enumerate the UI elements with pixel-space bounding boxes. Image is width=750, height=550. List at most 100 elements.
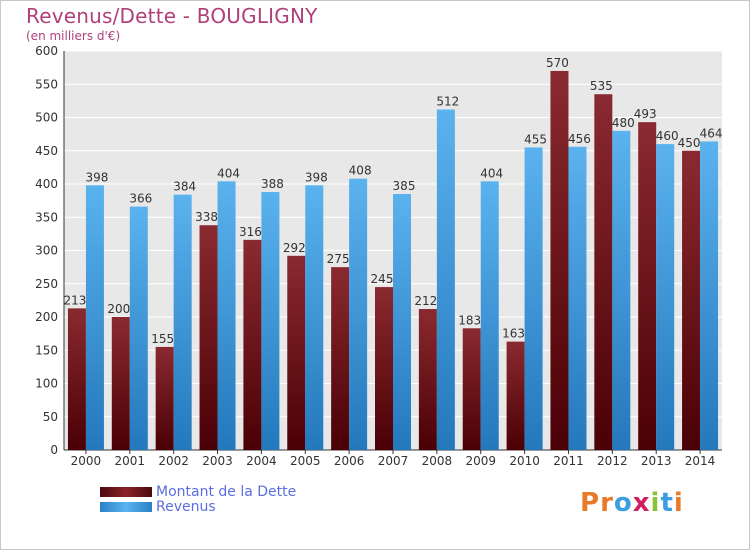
data-label: 200	[107, 302, 130, 316]
data-label: 398	[85, 170, 108, 184]
data-label: 464	[700, 126, 723, 140]
data-label: 388	[261, 177, 284, 191]
bar-revenus	[568, 146, 587, 450]
bar-dette	[462, 328, 481, 450]
data-label: 316	[239, 225, 262, 239]
bar-revenus	[349, 178, 368, 450]
y-tick-label: 600	[35, 44, 58, 58]
bar-revenus	[305, 185, 324, 450]
y-tick-label: 550	[35, 77, 58, 91]
bar-dette	[418, 309, 437, 450]
data-label: 404	[480, 166, 503, 180]
logo-letter: r	[600, 488, 614, 518]
bar-revenus	[261, 191, 280, 451]
data-label: 292	[283, 241, 306, 255]
chart-title: Revenus/Dette - BOUGLIGNY	[26, 4, 318, 28]
x-tick-label: 2002	[158, 454, 189, 468]
data-label: 398	[305, 170, 328, 184]
bar-revenus	[217, 181, 236, 450]
bar-dette	[506, 341, 525, 450]
data-label: 535	[590, 79, 613, 93]
data-label: 245	[371, 272, 394, 286]
data-label: 404	[217, 166, 240, 180]
bar-dette	[67, 308, 86, 450]
proxiti-logo: Proxiti	[580, 488, 684, 518]
data-label: 460	[656, 129, 679, 143]
data-label: 338	[195, 210, 218, 224]
data-label: 408	[349, 164, 372, 178]
data-label: 512	[436, 95, 459, 109]
y-tick-label: 200	[35, 310, 58, 324]
bar-dette	[155, 346, 174, 450]
bar-dette	[287, 255, 306, 450]
y-tick-label: 150	[35, 343, 58, 357]
x-tick-label: 2013	[641, 454, 672, 468]
y-tick-label: 300	[35, 244, 58, 258]
bar-dette	[199, 225, 218, 450]
bar-revenus	[480, 181, 499, 450]
data-label: 155	[151, 332, 174, 346]
logo-letter: P	[580, 488, 601, 518]
x-tick-label: 2007	[378, 454, 409, 468]
legend: Montant de la Dette Revenus	[100, 483, 297, 515]
bar-revenus	[612, 130, 631, 451]
x-tick-label: 2006	[334, 454, 365, 468]
y-tick-label: 400	[35, 177, 58, 191]
x-tick-label: 2014	[685, 454, 716, 468]
x-tick-label: 2005	[290, 454, 321, 468]
logo-letter: i	[673, 488, 684, 518]
legend-item-revenus: Revenus	[100, 498, 296, 515]
bar-dette	[243, 239, 262, 450]
x-tick-label: 2008	[422, 454, 453, 468]
bar-dette	[682, 150, 701, 450]
legend-label-dette: Montant de la Dette	[156, 483, 297, 500]
bar-revenus	[436, 109, 455, 451]
logo-letter: i	[650, 488, 661, 518]
y-tick-label: 500	[35, 111, 58, 125]
data-label: 183	[458, 313, 481, 327]
data-label: 455	[524, 132, 547, 146]
y-tick-label: 50	[43, 410, 58, 424]
logo-letter: x	[632, 488, 651, 518]
bar-revenus	[173, 194, 192, 450]
bar-dette	[331, 267, 350, 450]
bar-dette	[550, 70, 569, 450]
chart-subtitle: (en milliers d'€)	[26, 29, 121, 43]
legend-swatch-revenus	[100, 501, 152, 512]
y-tick-label: 0	[50, 443, 58, 457]
data-label: 213	[63, 293, 86, 307]
y-tick-label: 100	[35, 377, 58, 391]
logo-letter: t	[660, 488, 674, 518]
legend-swatch-dette	[100, 486, 152, 497]
data-label: 456	[568, 132, 591, 146]
data-label: 493	[634, 107, 657, 121]
x-tick-label: 2010	[509, 454, 540, 468]
data-label: 275	[327, 252, 350, 266]
bar-dette	[594, 94, 613, 450]
x-tick-label: 2001	[115, 454, 146, 468]
data-label: 384	[173, 180, 196, 194]
bar-dette	[638, 122, 657, 450]
x-tick-label: 2009	[465, 454, 496, 468]
x-tick-label: 2011	[553, 454, 584, 468]
x-tick-label: 2012	[597, 454, 628, 468]
legend-label-revenus: Revenus	[156, 498, 216, 515]
x-tick-label: 2004	[246, 454, 277, 468]
bar-revenus	[524, 147, 543, 451]
bar-revenus	[129, 206, 148, 450]
logo-letter: o	[613, 488, 633, 518]
bar-revenus	[85, 185, 104, 450]
x-tick-label: 2003	[202, 454, 233, 468]
data-label: 212	[414, 294, 437, 308]
data-label: 450	[678, 136, 701, 150]
legend-item-dette: Montant de la Dette	[100, 483, 297, 500]
data-label: 385	[393, 179, 416, 193]
data-label: 366	[129, 192, 152, 206]
bar-dette	[375, 287, 393, 450]
data-label: 570	[546, 56, 569, 70]
data-label: 480	[612, 116, 635, 130]
bar-revenus	[700, 141, 719, 450]
data-label: 163	[502, 327, 525, 341]
bar-revenus	[656, 144, 675, 450]
